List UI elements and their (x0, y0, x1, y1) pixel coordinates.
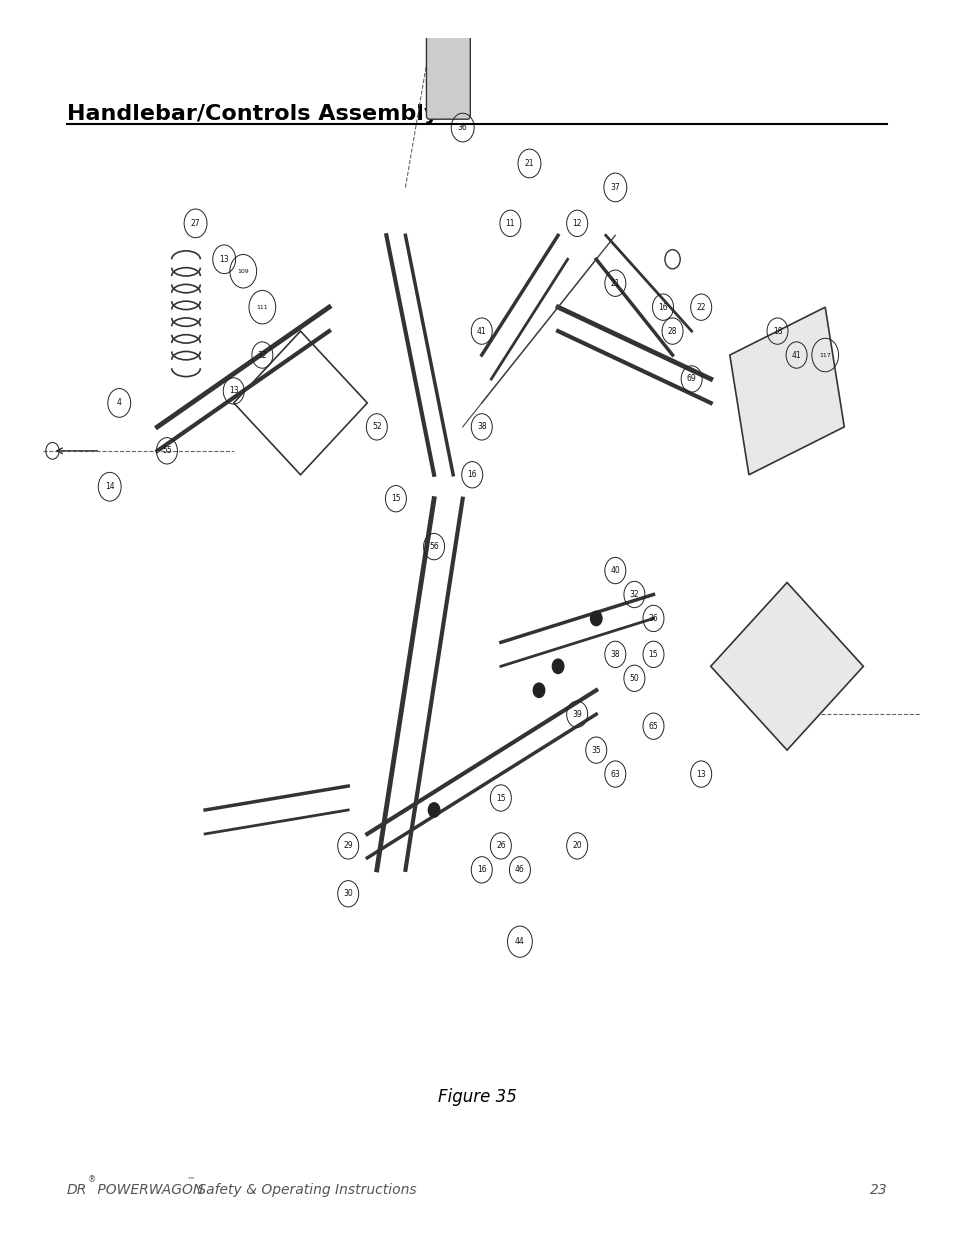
Text: 109: 109 (237, 269, 249, 274)
Text: 55: 55 (162, 446, 172, 456)
Text: 69: 69 (686, 374, 696, 384)
Circle shape (590, 611, 601, 626)
Text: 56: 56 (429, 542, 438, 551)
Text: 41: 41 (791, 351, 801, 359)
Text: 4: 4 (116, 399, 122, 408)
Text: 44: 44 (515, 937, 524, 946)
Text: 13: 13 (219, 254, 229, 264)
Text: 37: 37 (610, 183, 619, 191)
Text: 27: 27 (191, 219, 200, 227)
Text: 30: 30 (343, 889, 353, 898)
Text: 28: 28 (667, 326, 677, 336)
Text: 16: 16 (658, 303, 667, 311)
Text: 16: 16 (476, 866, 486, 874)
Text: 46: 46 (515, 866, 524, 874)
Text: 13: 13 (229, 387, 238, 395)
Text: 38: 38 (476, 422, 486, 431)
Text: 21: 21 (610, 279, 619, 288)
Circle shape (533, 683, 544, 698)
Text: 65: 65 (648, 721, 658, 731)
Text: Figure 35: Figure 35 (437, 1088, 516, 1107)
Text: 40: 40 (610, 566, 619, 576)
Text: DR: DR (67, 1182, 87, 1197)
Text: 26: 26 (496, 841, 505, 851)
Text: 15: 15 (496, 794, 505, 803)
Text: ™: ™ (187, 1176, 195, 1184)
Text: 32: 32 (257, 351, 267, 359)
Text: 117: 117 (819, 352, 830, 358)
Text: 22: 22 (696, 303, 705, 311)
Text: 13: 13 (696, 769, 705, 778)
Text: 41: 41 (476, 326, 486, 336)
Text: 38: 38 (610, 650, 619, 658)
Text: 50: 50 (629, 674, 639, 683)
Text: 23: 23 (868, 1182, 886, 1197)
Text: 29: 29 (343, 841, 353, 851)
Text: Safety & Operating Instructions: Safety & Operating Instructions (193, 1182, 416, 1197)
Polygon shape (710, 583, 862, 750)
Circle shape (428, 803, 439, 818)
Text: 11: 11 (505, 219, 515, 227)
Text: 21: 21 (524, 159, 534, 168)
Text: 12: 12 (572, 219, 581, 227)
Polygon shape (729, 308, 843, 474)
Text: 20: 20 (572, 841, 581, 851)
Text: 52: 52 (372, 422, 381, 431)
Text: POWERWAGON: POWERWAGON (93, 1182, 204, 1197)
Text: 15: 15 (391, 494, 400, 503)
Text: 39: 39 (572, 710, 581, 719)
Text: ®: ® (88, 1176, 96, 1184)
Text: 14: 14 (105, 482, 114, 492)
Text: 35: 35 (591, 746, 600, 755)
FancyBboxPatch shape (426, 16, 470, 120)
Text: 111: 111 (256, 305, 268, 310)
Text: 32: 32 (629, 590, 639, 599)
Text: 18: 18 (772, 326, 781, 336)
Text: 15: 15 (648, 650, 658, 658)
Text: 36: 36 (457, 124, 467, 132)
Circle shape (552, 659, 563, 673)
Text: 36: 36 (648, 614, 658, 622)
Text: 16: 16 (467, 471, 476, 479)
Text: 63: 63 (610, 769, 619, 778)
Text: Handlebar/Controls Assembly: Handlebar/Controls Assembly (67, 104, 437, 124)
